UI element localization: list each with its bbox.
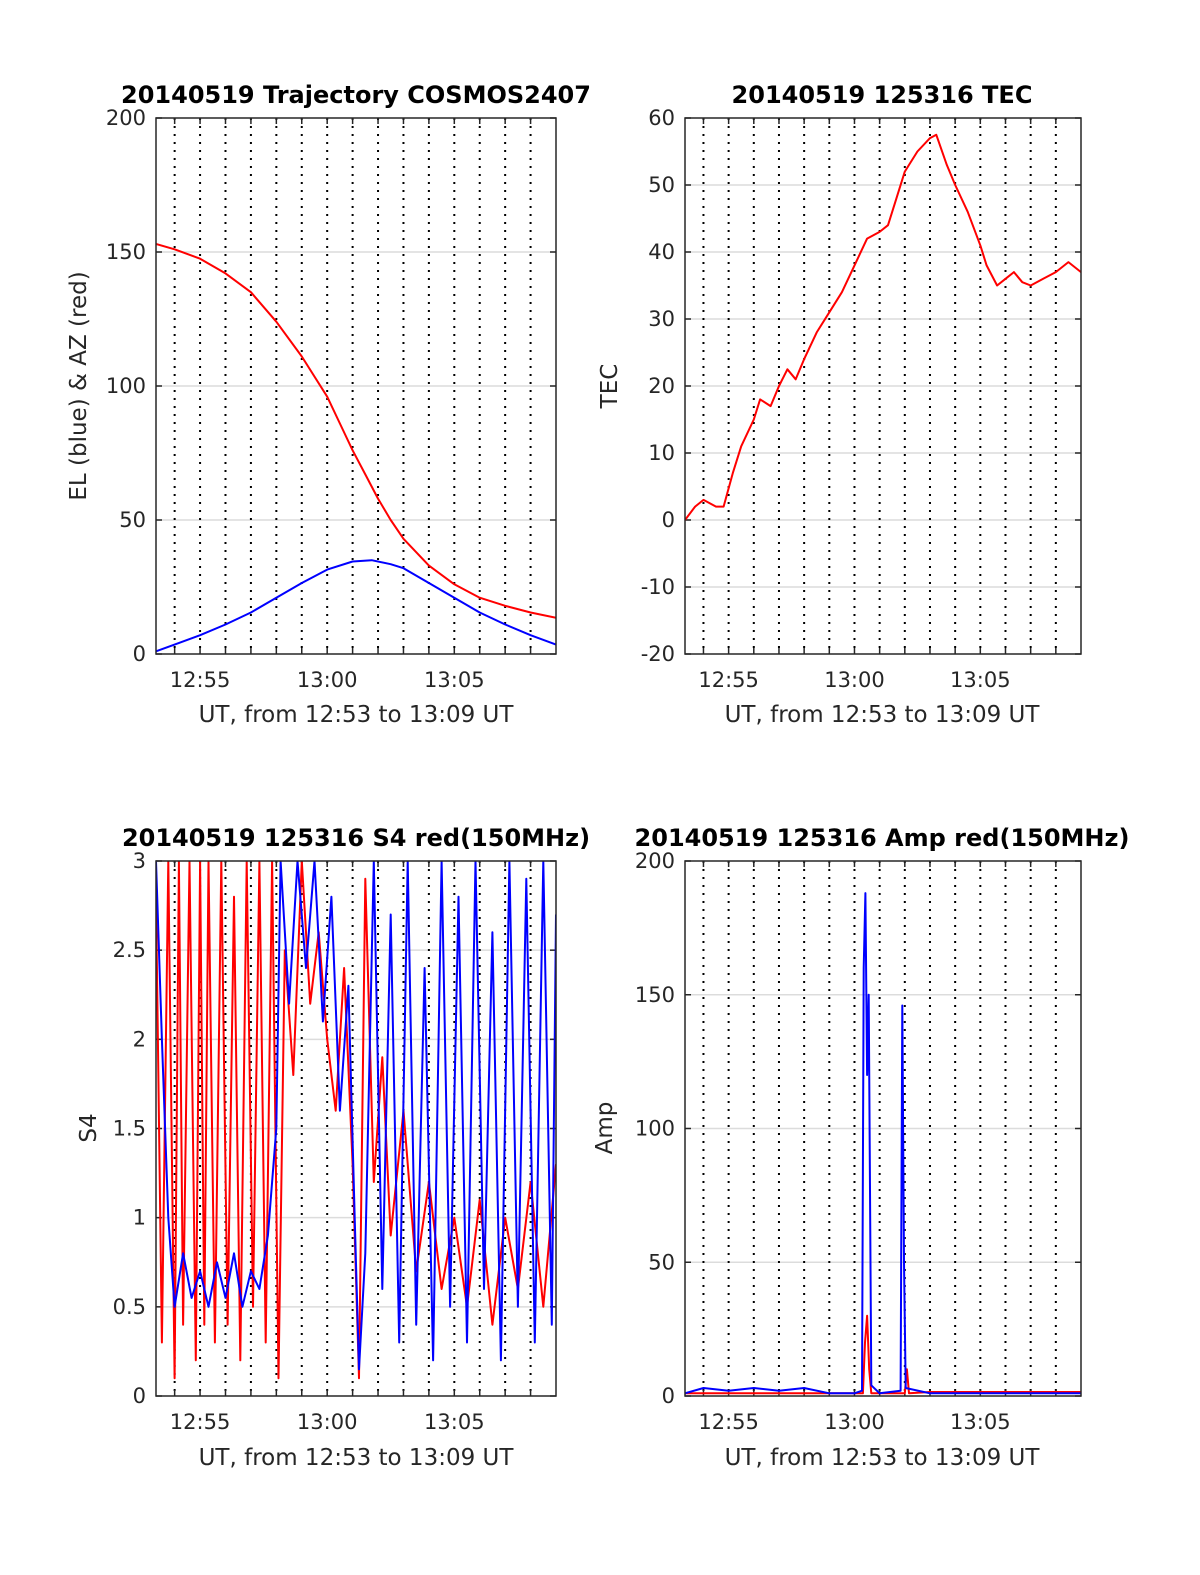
trajectory-xtick-label: 13:00 (297, 668, 358, 692)
amp-xtick-label: 12:55 (698, 1410, 759, 1434)
s4-panel: 20140519 125316 S4 red(150MHz) 0 0.5 1 1.5 2… (76, 824, 590, 1471)
amp-ytick-label: 100 (635, 1117, 675, 1141)
s4-ytick-label: 0.5 (113, 1295, 146, 1319)
tec-xlabel: UT, from 12:53 to 13:09 UT (725, 702, 1041, 728)
amp-series-0-line (685, 1314, 1081, 1395)
tec-ytick-label: 60 (648, 106, 675, 130)
amp-ytick-label: 50 (648, 1250, 675, 1274)
s4-title: 20140519 125316 S4 red(150MHz) (122, 824, 590, 852)
trajectory-ylabel: EL (blue) & AZ (red) (66, 271, 92, 500)
tec-xtick-label: 12:55 (698, 668, 759, 692)
s4-ticks: 0 0.5 1 1.5 2 2.5 3 12:55 13:00 13:05 (113, 849, 556, 1434)
trajectory-ytick-label: 50 (119, 508, 146, 532)
trajectory-series (156, 243, 556, 653)
tec-panel: 20140519 125316 TEC -20 -10 0 10 20 30 40 50 60 1… (597, 81, 1082, 728)
s4-ytick-label: 2.5 (113, 938, 146, 962)
s4-axes-frame (155, 860, 557, 1397)
amp-ytick-label: 150 (635, 983, 675, 1007)
trajectory-grid (156, 118, 556, 654)
trajectory-ticks: 0 50 100 150 200 12:55 13:00 13:05 (106, 106, 556, 692)
s4-ytick-label: 1 (133, 1206, 146, 1230)
amp-series (685, 892, 1081, 1395)
tec-ytick-label: 30 (648, 307, 675, 331)
tec-ytick-label: 50 (648, 173, 675, 197)
s4-series-0-line (156, 861, 556, 1380)
trajectory-series-0-line (156, 243, 556, 619)
tec-grid (685, 118, 1081, 654)
trajectory-ytick-label: 0 (133, 642, 146, 666)
trajectory-ytick-label: 150 (106, 240, 146, 264)
s4-series (156, 861, 556, 1380)
tec-series-0-line (685, 133, 1081, 521)
tec-title: 20140519 125316 TEC (732, 81, 1033, 109)
amp-xtick-label: 13:00 (824, 1410, 885, 1434)
trajectory-panel: 20140519 Trajectory COSMOS2407 0 50 100 150… (66, 81, 591, 728)
s4-xtick-label: 13:00 (297, 1410, 358, 1434)
amp-grid (685, 861, 1081, 1396)
amp-panel: 20140519 125316 Amp red(150MHz) 0 50 100 15… (592, 824, 1129, 1471)
amp-ticks: 0 50 100 150 200 12:55 13:00 13:05 (635, 849, 1081, 1434)
tec-ticks: -20 -10 0 10 20 30 40 50 60 12:55 13:00 13:05 (641, 106, 1081, 692)
tec-ytick-label: 10 (648, 441, 675, 465)
tec-ytick-label: -10 (641, 575, 675, 599)
tec-axes-frame (684, 117, 1082, 655)
tec-xtick-label: 13:05 (950, 668, 1011, 692)
trajectory-ytick-label: 100 (106, 374, 146, 398)
tec-ytick-label: -20 (641, 642, 675, 666)
s4-ytick-label: 3 (133, 849, 146, 873)
trajectory-ytick-label: 200 (106, 106, 146, 130)
amp-series-1-line (685, 892, 1081, 1395)
tec-ytick-label: 20 (648, 374, 675, 398)
tec-ytick-label: 0 (662, 508, 675, 532)
tec-xtick-label: 13:00 (824, 668, 885, 692)
s4-ytick-label: 0 (133, 1384, 146, 1408)
amp-ytick-label: 0 (662, 1384, 675, 1408)
trajectory-axes-frame (155, 117, 557, 655)
tec-ylabel: TEC (597, 364, 623, 410)
amp-ytick-label: 200 (635, 849, 675, 873)
s4-ylabel: S4 (76, 1113, 102, 1142)
amp-title: 20140519 125316 Amp red(150MHz) (635, 824, 1130, 852)
s4-series-1-line (156, 861, 556, 1371)
tec-series (685, 133, 1081, 521)
trajectory-xtick-label: 13:05 (424, 668, 485, 692)
amp-axes-frame (684, 860, 1082, 1397)
s4-xlabel: UT, from 12:53 to 13:09 UT (199, 1445, 515, 1471)
s4-ytick-label: 1.5 (113, 1117, 146, 1141)
s4-ytick-label: 2 (133, 1027, 146, 1051)
s4-xtick-label: 12:55 (170, 1410, 231, 1434)
trajectory-series-1-line (156, 559, 556, 653)
trajectory-xlabel: UT, from 12:53 to 13:09 UT (199, 702, 515, 728)
amp-xlabel: UT, from 12:53 to 13:09 UT (725, 1445, 1041, 1471)
trajectory-xtick-label: 12:55 (170, 668, 231, 692)
trajectory-title: 20140519 Trajectory COSMOS2407 (121, 81, 591, 109)
tec-ytick-label: 40 (648, 240, 675, 264)
s4-xtick-label: 13:05 (424, 1410, 485, 1434)
amp-xtick-label: 13:05 (950, 1410, 1011, 1434)
amp-ylabel: Amp (592, 1102, 618, 1155)
